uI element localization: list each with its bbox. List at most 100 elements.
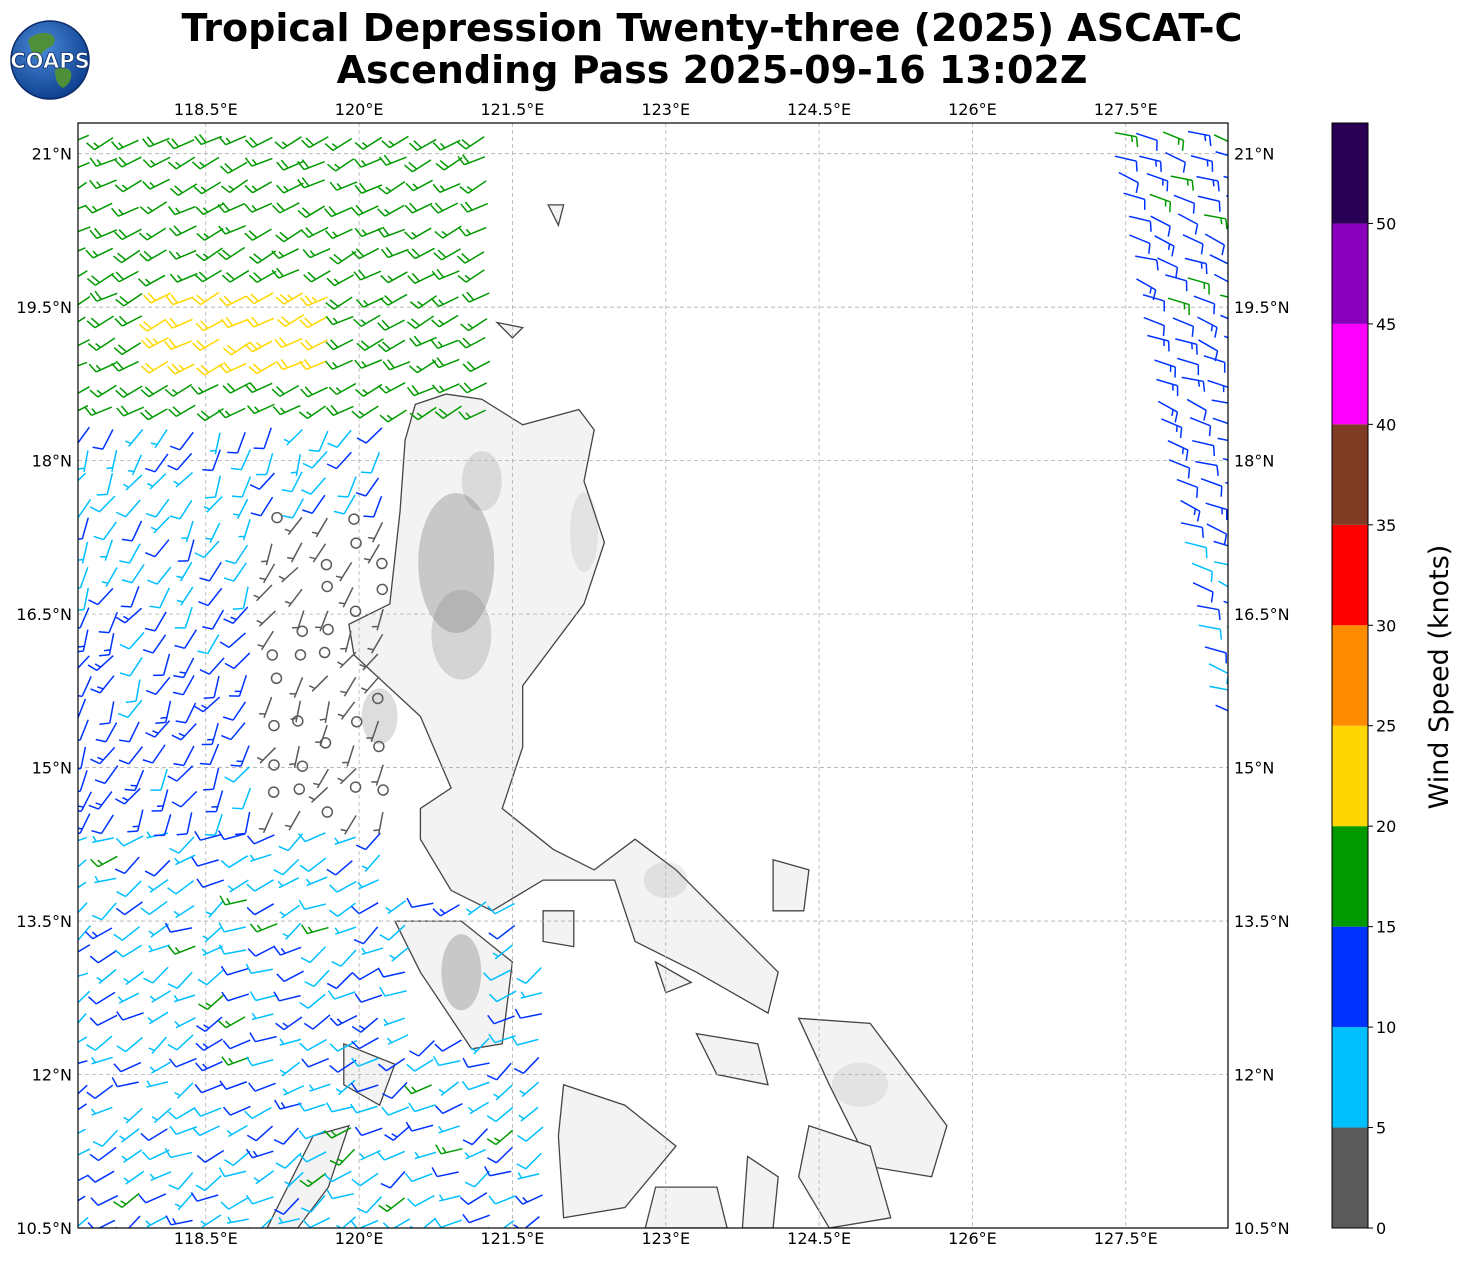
barb-flag: [169, 847, 180, 854]
barb-shaft: [176, 765, 194, 782]
barb-flag: [169, 445, 181, 451]
barb-flag: [381, 248, 389, 258]
barb-shaft: [79, 770, 88, 792]
barb-flag: [297, 179, 305, 189]
barb-flag: [63, 342, 70, 350]
barb-shaft: [176, 1034, 194, 1051]
wind-barb: [322, 623, 334, 636]
barb-flag: [114, 868, 125, 875]
barb-half-flag: [259, 577, 266, 581]
barb-shaft: [442, 225, 462, 239]
barb-flag: [461, 252, 470, 262]
wind-barb: [98, 633, 115, 657]
colorbar-tick-label: 30: [1376, 616, 1396, 635]
barb-flag: [377, 1063, 387, 1072]
wind-barb: [116, 1036, 143, 1053]
wind-barb: [90, 1106, 113, 1116]
barb-shaft: [148, 900, 168, 916]
barb-shaft: [123, 835, 144, 847]
wind-barb: [89, 1146, 117, 1162]
barb-half-flag: [123, 1116, 130, 1122]
barb-half-flag: [152, 730, 159, 735]
barb-flag: [224, 163, 233, 172]
barb-flag: [143, 250, 153, 259]
barb-shaft: [78, 881, 87, 889]
barb-flag: [115, 837, 125, 847]
barb-flag: [142, 1151, 151, 1161]
barb-half-flag: [438, 1088, 445, 1094]
wind-barb: [86, 272, 115, 286]
wind-barb: [121, 520, 143, 542]
barb-flag: [98, 630, 110, 634]
barb-flag: [301, 207, 311, 216]
barb-flag: [223, 362, 232, 371]
barb-half-flag: [200, 186, 207, 192]
barb-shaft: [228, 632, 246, 648]
barb-flag: [408, 365, 418, 374]
wind-barb: [78, 181, 88, 190]
wind-barb: [86, 137, 114, 151]
barb-shaft: [225, 1081, 248, 1090]
wind-barb: [1209, 254, 1228, 275]
barb-flag: [118, 156, 127, 166]
barb-flag: [67, 340, 74, 348]
barb-flag: [171, 734, 182, 741]
barb-shaft: [242, 586, 249, 609]
barb-shaft: [1175, 338, 1197, 346]
barb-half-flag: [412, 183, 419, 189]
barb-half-flag: [171, 388, 178, 395]
barb-flag: [84, 930, 94, 940]
colorbar-bin: [1332, 1027, 1368, 1128]
wind-barb: [142, 634, 167, 654]
barb-flag: [115, 616, 126, 624]
barb-flag: [411, 248, 421, 257]
barb-flag: [227, 451, 238, 454]
wind-barb: [377, 319, 405, 331]
barb-shaft: [256, 270, 277, 283]
barb-flag: [140, 907, 150, 915]
barb-flag: [273, 1208, 284, 1215]
wind-barb: [246, 903, 275, 916]
barb-half-flag: [361, 865, 369, 870]
barb-flag: [1175, 267, 1179, 278]
barb-half-flag: [257, 644, 264, 648]
wind-barb: [327, 158, 355, 172]
barb-shaft: [199, 338, 220, 351]
barb-flag: [350, 206, 359, 216]
barb-shaft: [137, 809, 144, 832]
barb-half-flag: [203, 233, 210, 239]
barb-flag: [323, 208, 332, 218]
barb-flag: [1187, 467, 1191, 479]
wind-barb: [377, 226, 406, 238]
barb-flag: [246, 405, 255, 414]
wind-barb: [110, 139, 139, 151]
barb-shaft: [1192, 582, 1214, 593]
barb-half-flag: [233, 513, 240, 516]
barb-shaft: [78, 902, 88, 914]
barb-flag: [202, 469, 213, 472]
barb-shaft: [255, 994, 278, 1002]
wind-barb: [1204, 646, 1227, 664]
barb-flag: [301, 159, 310, 169]
barb-flag: [404, 164, 413, 173]
wind-barb: [167, 971, 193, 989]
barb-flag: [115, 389, 124, 398]
barb-half-flag: [225, 1020, 231, 1026]
barb-shaft: [121, 315, 143, 327]
barb-half-flag: [386, 1037, 393, 1044]
barb-flag: [219, 297, 228, 307]
barb-shaft: [78, 1128, 86, 1135]
barb-shaft: [1135, 255, 1157, 261]
barb-half-flag: [68, 276, 73, 280]
barb-shaft: [146, 318, 167, 332]
barb-flag: [351, 250, 360, 260]
wind-barb: [113, 342, 142, 356]
barb-half-flag: [411, 231, 417, 238]
barb-shaft: [360, 994, 383, 1003]
barb-flag: [91, 914, 103, 921]
barb-shaft: [154, 539, 170, 558]
barb-half-flag: [148, 945, 154, 952]
barb-shaft: [187, 539, 195, 562]
wind-barb: [299, 1038, 327, 1052]
barb-half-flag: [284, 528, 292, 533]
